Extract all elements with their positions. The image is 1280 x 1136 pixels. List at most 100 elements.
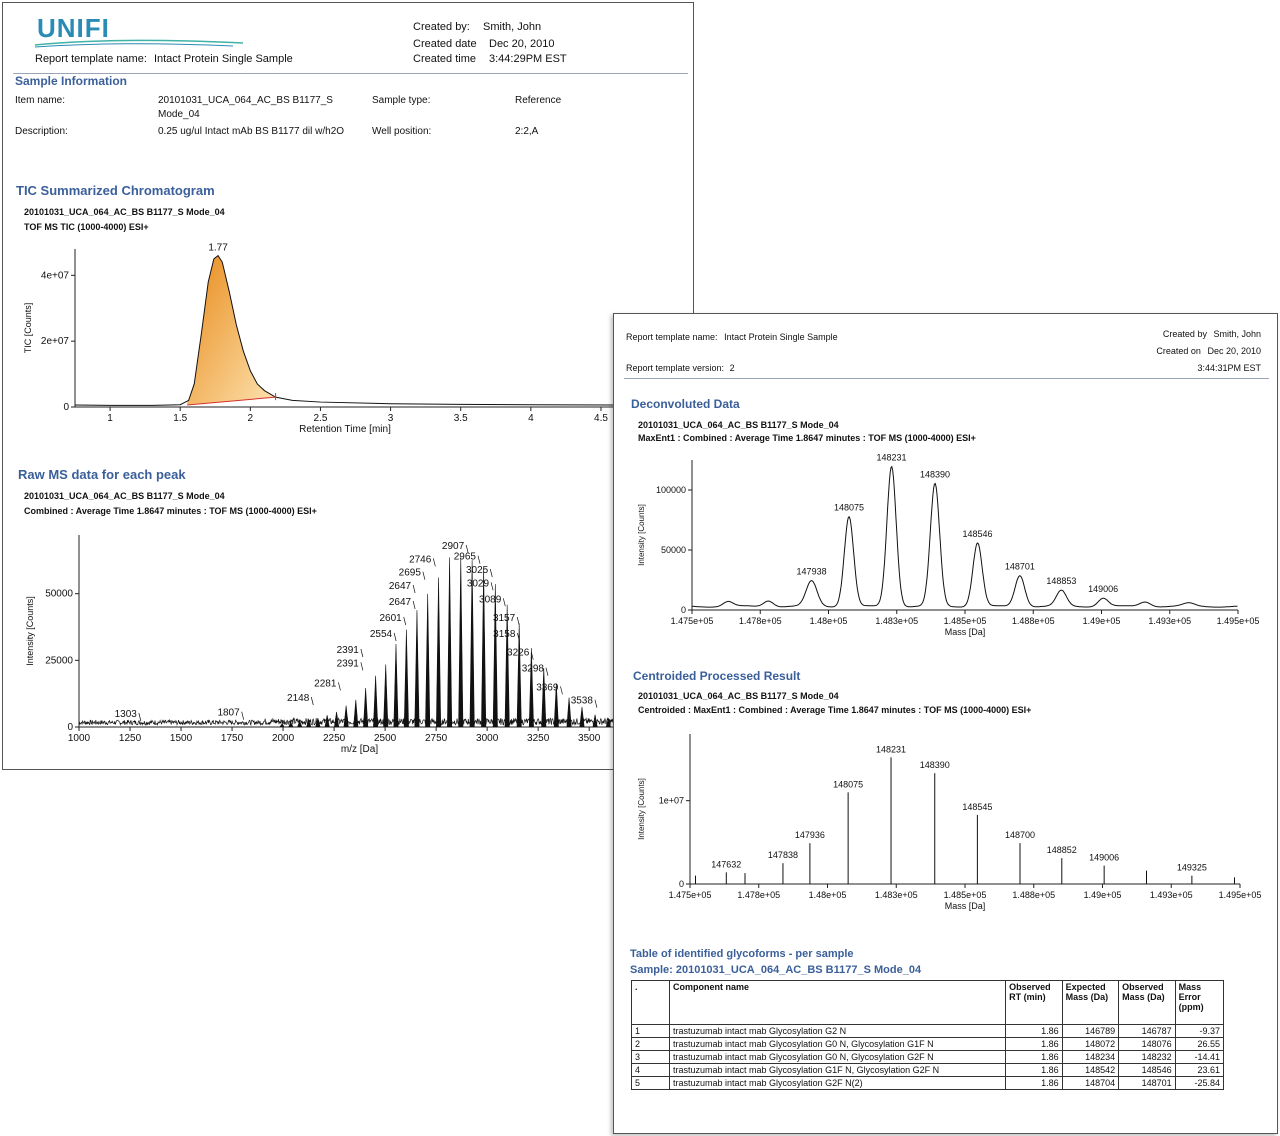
raw-ms-peak xyxy=(579,707,585,728)
raw-ms-peak xyxy=(288,721,294,728)
tic-subtitle-1: 20101031_UCA_064_AC_BS B1177_S Mode_04 xyxy=(24,207,225,217)
cell-component: trastuzumab intact mab Glycosylation G1F… xyxy=(669,1063,1007,1077)
raw-ms-peak xyxy=(343,705,349,728)
well-position-value: 2:2,A xyxy=(515,126,539,137)
centroid-stick-label: 147936 xyxy=(795,830,825,840)
y-axis-label: TIC [Counts] xyxy=(23,303,33,354)
raw-ms-peak xyxy=(436,577,442,728)
y-tick-label: 0 xyxy=(67,722,73,733)
table-row: 5 trastuzumab intact mab Glycosylation G… xyxy=(630,1076,1225,1090)
x-tick-label: 1.48e+05 xyxy=(810,616,848,626)
x-tick-label: 1.485e+05 xyxy=(944,616,987,626)
raw-ms-label-leader xyxy=(338,682,341,691)
p2-template-value: Intact Protein Single Sample xyxy=(724,332,838,342)
deconvoluted-subtitle-2: MaxEnt1 : Combined : Average Time 1.8647… xyxy=(638,433,976,443)
cell-index: 5 xyxy=(630,1076,671,1090)
raw-ms-peak xyxy=(324,715,330,728)
raw-ms-label-leader xyxy=(360,648,364,658)
x-axis-label: Mass [Da] xyxy=(945,627,986,637)
y-axis-label: Intensity [Counts] xyxy=(25,596,35,666)
raw-ms-peak-label: 3029 xyxy=(467,578,490,589)
x-axis-label: m/z [Da] xyxy=(341,744,378,755)
logo-swoosh-icon: UNIFI xyxy=(34,13,244,48)
deconvoluted-peak-label: 149006 xyxy=(1088,584,1118,594)
raw-ms-peak-label: 2647 xyxy=(389,597,412,608)
p2-created-on-label: Created on xyxy=(1156,346,1201,356)
raw-ms-peak xyxy=(393,643,399,728)
raw-ms-peak-label: 1303 xyxy=(115,709,138,720)
x-tick-label: 1.48e+05 xyxy=(809,890,847,900)
raw-ms-label-leader xyxy=(412,584,416,594)
raw-ms-label-leader xyxy=(517,632,520,642)
raw-ms-peak xyxy=(306,719,312,728)
cell-expected: 148234 xyxy=(1061,1050,1120,1064)
raw-ms-peak-label: 2391 xyxy=(337,658,360,669)
table-row: 1 trastuzumab intact mab Glycosylation G… xyxy=(630,1024,1225,1038)
x-tick-label: 1.5 xyxy=(173,413,187,424)
cell-error: -9.37 xyxy=(1174,1024,1225,1038)
cell-observed: 148546 xyxy=(1118,1063,1176,1077)
tic-subtitle-2: TOF MS TIC (1000-4000) ESI+ xyxy=(24,222,149,232)
p2-created-time: 3:44:31PM EST xyxy=(1197,363,1261,373)
raw-ms-peak xyxy=(528,648,534,728)
deconvoluted-peak-label: 147938 xyxy=(797,567,827,577)
y-tick-label: 0 xyxy=(679,879,684,889)
th-error: Mass Error (ppm) xyxy=(1174,980,1225,1025)
x-tick-label: 3000 xyxy=(476,733,499,744)
x-tick-label: 1.49e+05 xyxy=(1084,890,1122,900)
raw-ms-peak xyxy=(414,610,420,728)
raw-ms-peak-label: 3298 xyxy=(522,664,545,675)
table-row: 4 trastuzumab intact mab Glycosylation G… xyxy=(630,1063,1225,1077)
th-rt: Observed RT (min) xyxy=(1005,980,1063,1025)
raw-ms-peak xyxy=(279,723,285,728)
deconvoluted-peak-label: 148701 xyxy=(1005,562,1035,572)
raw-ms-peak xyxy=(353,699,359,728)
centroided-subtitle-1: 20101031_UCA_064_AC_BS B1177_S Mode_04 xyxy=(638,691,839,701)
tic-peak-fill xyxy=(187,255,276,406)
centroid-stick-label: 148231 xyxy=(876,744,906,754)
raw-ms-peak-label: 2746 xyxy=(409,554,432,565)
raw-ms-label-leader xyxy=(560,686,563,695)
cell-rt: 1.86 xyxy=(1005,1050,1063,1064)
x-tick-label: 2250 xyxy=(323,733,346,744)
x-tick-label: 1.495e+05 xyxy=(1217,616,1260,626)
cell-error: -25.84 xyxy=(1174,1076,1225,1090)
created-time-label: Created time xyxy=(413,53,476,65)
unifi-logo: UNIFI xyxy=(33,11,253,54)
raw-ms-peak xyxy=(592,714,598,728)
x-tick-label: 1.493e+05 xyxy=(1150,890,1193,900)
cell-expected: 146789 xyxy=(1061,1024,1120,1038)
raw-ms-label-leader xyxy=(310,696,314,706)
raw-ms-title: Raw MS data for each peak xyxy=(18,467,186,482)
x-tick-label: 3500 xyxy=(578,733,601,744)
x-tick-label: 2500 xyxy=(374,733,397,744)
sample-type-label: Sample type: xyxy=(372,95,431,106)
raw-ms-peak-label: 2601 xyxy=(379,613,402,624)
x-tick-label: 2.5 xyxy=(314,413,328,424)
cell-expected: 148704 xyxy=(1061,1076,1120,1090)
created-by-label: Created by: xyxy=(413,21,470,33)
centroid-stick-label: 148852 xyxy=(1047,845,1077,855)
raw-ms-peak-label: 2554 xyxy=(370,629,393,640)
raw-ms-label-leader xyxy=(490,582,494,591)
p2-version-value: 2 xyxy=(729,363,735,373)
report-page-1: UNIFI Report template name: Intact Prote… xyxy=(2,2,694,770)
raw-ms-subtitle-1: 20101031_UCA_064_AC_BS B1177_S Mode_04 xyxy=(24,491,225,501)
y-axis-label: Intensity [Counts] xyxy=(637,504,646,566)
raw-ms-peak xyxy=(373,675,379,728)
th-expected: Expected Mass (Da) xyxy=(1061,980,1120,1025)
x-tick-label: 1750 xyxy=(221,733,244,744)
raw-ms-peak xyxy=(481,567,487,728)
cell-index: 2 xyxy=(630,1037,671,1051)
raw-ms-peak xyxy=(469,560,475,728)
raw-ms-peak-label: 2965 xyxy=(454,552,477,563)
raw-ms-label-leader xyxy=(530,651,534,660)
x-tick-label: 1.495e+05 xyxy=(1219,890,1262,900)
raw-ms-label-leader xyxy=(360,662,364,671)
y-axis-label: Intensity [Counts] xyxy=(637,778,646,840)
x-tick-label: 1.475e+05 xyxy=(669,890,712,900)
cell-index: 3 xyxy=(630,1050,671,1064)
x-tick-label: 2 xyxy=(248,413,254,424)
cell-observed: 148076 xyxy=(1118,1037,1176,1051)
deconvoluted-peak-label: 148546 xyxy=(963,529,993,539)
